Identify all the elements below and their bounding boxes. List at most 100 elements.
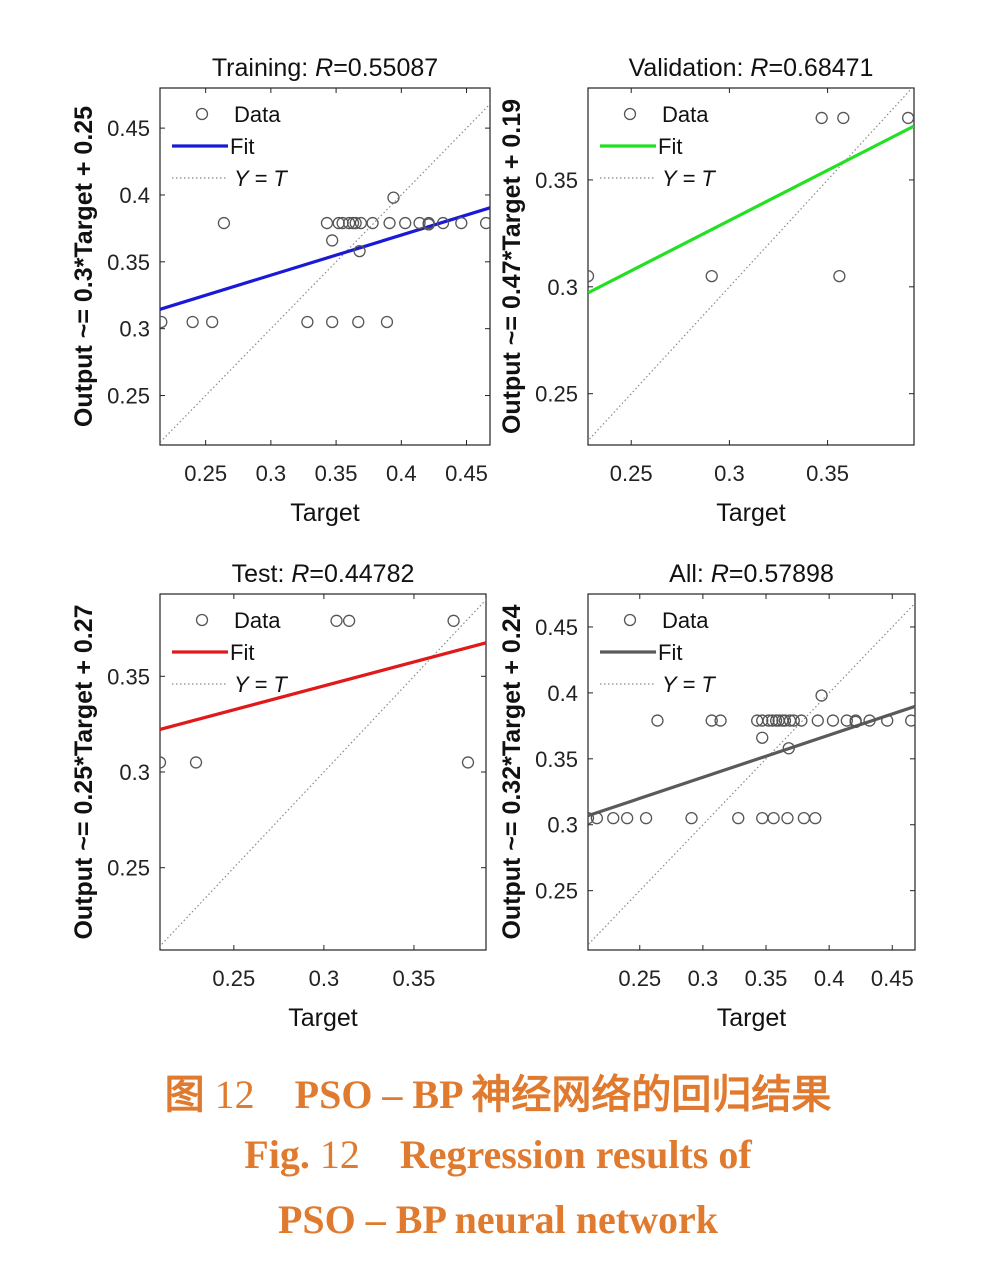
- legend-data-marker: [195, 613, 209, 627]
- title-prefix: Validation:: [629, 54, 751, 82]
- data-point: [342, 614, 356, 627]
- x-tick-label: 0.45: [445, 461, 488, 486]
- data-point: [342, 216, 356, 230]
- caption-english-line1: Fig. 12 Regression results of: [0, 1131, 996, 1178]
- data-point: [840, 714, 853, 727]
- data-point: [330, 614, 343, 627]
- data-point: [705, 269, 718, 283]
- data-point: [590, 811, 603, 825]
- axes-box: [159, 593, 487, 951]
- y-tick-label: 0.35: [107, 250, 150, 275]
- legend-yt-label: Y = T: [234, 166, 288, 191]
- x-tick-label: 0.25: [184, 461, 227, 486]
- y-axis-label: Output ~= 0.32*Target + 0.24: [498, 604, 526, 939]
- legend-yt-label: Y = T: [662, 166, 716, 191]
- data-point: [479, 216, 490, 230]
- data-point: [353, 244, 366, 258]
- x-tick-label: 0.4: [386, 461, 417, 486]
- data-point: [815, 689, 828, 702]
- y-tick-label: 0.3: [119, 760, 150, 785]
- x-tick-label: 0.25: [618, 966, 661, 991]
- title-r-label: R: [711, 560, 729, 588]
- identity-line: [588, 88, 913, 442]
- y-tick-label: 0.25: [107, 384, 150, 409]
- data-point: [795, 714, 808, 727]
- panel-all: 0.25 0.3 0.35 0.4 0.45 0.25 0.3 0.35 0.4 0.45 All:…: [498, 560, 916, 1032]
- fit-line: [588, 124, 914, 295]
- x-tick-label: 0.3: [714, 461, 745, 486]
- x-axis-label: Target: [716, 499, 786, 527]
- legend-data-label: Data: [662, 608, 709, 633]
- data-point: [837, 111, 850, 125]
- legend-yt-label: Y = T: [234, 672, 288, 697]
- data-point: [767, 811, 780, 825]
- data-point: [714, 714, 727, 727]
- data-point: [326, 234, 339, 247]
- legend-data-label: Data: [662, 102, 709, 127]
- plot-area: [588, 88, 914, 442]
- caption-zh-text: PSO – BP 神经网络的回归结果: [254, 1072, 832, 1117]
- y-tick-label: 0.45: [535, 615, 578, 640]
- legend-data-label: Data: [234, 608, 281, 633]
- title-prefix: Training:: [212, 54, 315, 82]
- data-point: [588, 269, 595, 283]
- identity-line: [160, 598, 486, 948]
- data-point: [901, 111, 914, 125]
- panel-title: All: R=0.57898: [669, 560, 834, 588]
- plot-area: [160, 103, 490, 444]
- legend-data-marker: [623, 107, 637, 121]
- caption-en-text: Regression results of: [359, 1132, 752, 1177]
- legend-fit-label: Fit: [658, 134, 682, 159]
- data-point: [160, 756, 167, 769]
- identity-line: [160, 103, 490, 444]
- x-tick-label: 0.45: [871, 966, 914, 991]
- data-point: [206, 315, 219, 329]
- legend: Data Fit Y = T: [600, 608, 716, 697]
- y-tick-label: 0.25: [107, 856, 150, 881]
- data-point: [436, 216, 450, 230]
- data-point: [186, 315, 199, 329]
- y-tick-label: 0.3: [119, 317, 150, 342]
- y-tick-label: 0.45: [107, 116, 150, 141]
- data-point: [705, 714, 718, 727]
- panel-validation: 0.25 0.3 0.35 0.25 0.3 0.35 Validation: R=0.68…: [498, 54, 915, 527]
- data-point: [756, 714, 769, 727]
- data-point: [639, 811, 653, 825]
- fit-line: [160, 641, 486, 731]
- data-point: [461, 756, 475, 769]
- data-point: [787, 714, 800, 727]
- data-point: [380, 315, 394, 329]
- caption-zh-prefix: 图: [164, 1072, 215, 1117]
- data-point: [447, 614, 460, 627]
- legend: Data Fit Y = T: [172, 608, 288, 697]
- x-axis-label: Target: [288, 1004, 358, 1032]
- data-point: [326, 315, 339, 329]
- caption-zh-number: 12: [214, 1072, 255, 1117]
- x-tick-label: 0.3: [309, 966, 340, 991]
- x-tick-label: 0.3: [688, 966, 719, 991]
- x-axis-label: Target: [717, 1004, 787, 1032]
- plot-area: [160, 598, 486, 948]
- axes-box: [587, 593, 916, 951]
- x-axis-label: Target: [290, 499, 360, 527]
- y-tick-label: 0.25: [535, 879, 578, 904]
- title-r-label: R: [315, 54, 333, 82]
- data-point: [809, 811, 822, 825]
- data-point: [620, 811, 634, 825]
- data-point: [732, 811, 745, 825]
- title-r-label: R: [291, 560, 309, 588]
- panel-title: Validation: R=0.68471: [629, 54, 874, 82]
- legend-data-label: Data: [234, 102, 281, 127]
- data-point: [833, 269, 846, 283]
- data-point: [762, 714, 775, 727]
- fit-line: [160, 206, 490, 311]
- data-point: [320, 216, 334, 230]
- panel-title: Training: R=0.55087: [212, 54, 438, 82]
- data-point: [301, 315, 314, 329]
- data-point: [387, 191, 400, 204]
- x-tick-label: 0.35: [315, 461, 358, 486]
- data-point: [413, 216, 426, 230]
- x-tick-label: 0.35: [745, 966, 788, 991]
- data-point: [782, 742, 795, 755]
- title-r-value: =0.68471: [768, 54, 873, 82]
